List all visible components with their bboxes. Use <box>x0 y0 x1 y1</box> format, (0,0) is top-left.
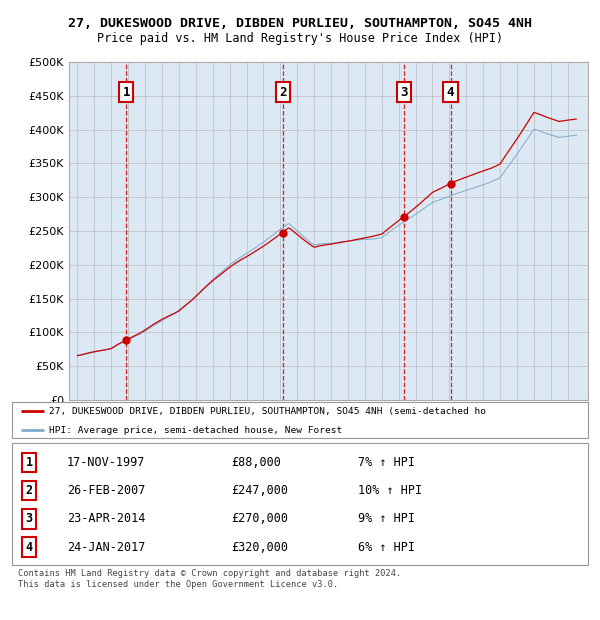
Text: 23-APR-2014: 23-APR-2014 <box>67 512 145 525</box>
Text: 2: 2 <box>26 484 33 497</box>
Text: 3: 3 <box>26 512 33 525</box>
FancyBboxPatch shape <box>12 402 588 438</box>
Text: 7% ↑ HPI: 7% ↑ HPI <box>358 456 415 469</box>
Text: 27, DUKESWOOD DRIVE, DIBDEN PURLIEU, SOUTHAMPTON, SO45 4NH (semi-detached ho: 27, DUKESWOOD DRIVE, DIBDEN PURLIEU, SOU… <box>49 407 487 416</box>
Text: £247,000: £247,000 <box>231 484 288 497</box>
Text: 4: 4 <box>447 86 454 99</box>
Text: 9% ↑ HPI: 9% ↑ HPI <box>358 512 415 525</box>
Text: Price paid vs. HM Land Registry's House Price Index (HPI): Price paid vs. HM Land Registry's House … <box>97 32 503 45</box>
Text: 27, DUKESWOOD DRIVE, DIBDEN PURLIEU, SOUTHAMPTON, SO45 4NH: 27, DUKESWOOD DRIVE, DIBDEN PURLIEU, SOU… <box>68 17 532 30</box>
Text: 1: 1 <box>26 456 33 469</box>
Text: £320,000: £320,000 <box>231 541 288 554</box>
Text: £88,000: £88,000 <box>231 456 281 469</box>
Text: 6% ↑ HPI: 6% ↑ HPI <box>358 541 415 554</box>
Text: 3: 3 <box>400 86 407 99</box>
Text: £270,000: £270,000 <box>231 512 288 525</box>
Text: 1: 1 <box>122 86 130 99</box>
Text: 2: 2 <box>279 86 287 99</box>
Text: HPI: Average price, semi-detached house, New Forest: HPI: Average price, semi-detached house,… <box>49 426 343 435</box>
Text: 26-FEB-2007: 26-FEB-2007 <box>67 484 145 497</box>
Text: 10% ↑ HPI: 10% ↑ HPI <box>358 484 422 497</box>
Text: 17-NOV-1997: 17-NOV-1997 <box>67 456 145 469</box>
Text: Contains HM Land Registry data © Crown copyright and database right 2024.
This d: Contains HM Land Registry data © Crown c… <box>18 569 401 588</box>
FancyBboxPatch shape <box>12 443 588 565</box>
Text: 4: 4 <box>26 541 33 554</box>
Text: 24-JAN-2017: 24-JAN-2017 <box>67 541 145 554</box>
